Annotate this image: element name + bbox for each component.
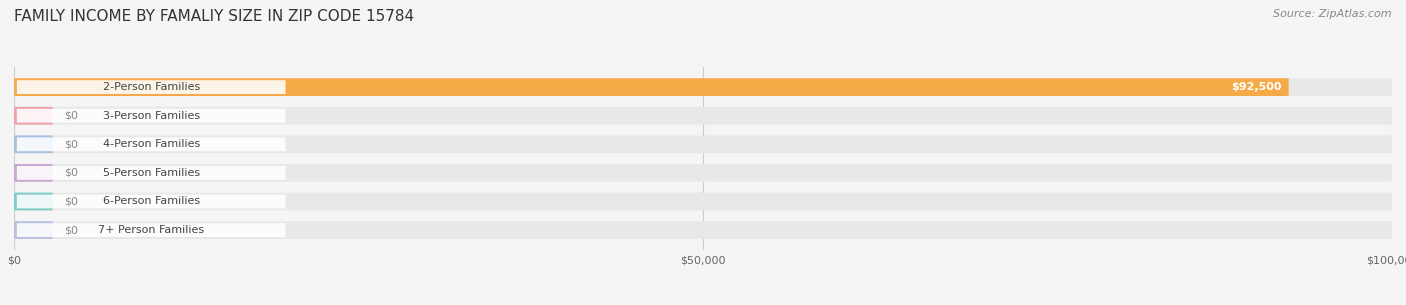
Text: 2-Person Families: 2-Person Families bbox=[103, 82, 200, 92]
Text: 7+ Person Families: 7+ Person Families bbox=[98, 225, 204, 235]
Text: Source: ZipAtlas.com: Source: ZipAtlas.com bbox=[1274, 9, 1392, 19]
FancyBboxPatch shape bbox=[17, 109, 285, 123]
FancyBboxPatch shape bbox=[14, 78, 1289, 96]
Text: $0: $0 bbox=[63, 225, 77, 235]
Text: 6-Person Families: 6-Person Families bbox=[103, 196, 200, 206]
FancyBboxPatch shape bbox=[14, 164, 1392, 182]
FancyBboxPatch shape bbox=[14, 135, 1392, 153]
FancyBboxPatch shape bbox=[14, 107, 52, 124]
Text: $92,500: $92,500 bbox=[1232, 82, 1282, 92]
Text: $0: $0 bbox=[63, 168, 77, 178]
FancyBboxPatch shape bbox=[14, 193, 52, 210]
Text: FAMILY INCOME BY FAMALIY SIZE IN ZIP CODE 15784: FAMILY INCOME BY FAMALIY SIZE IN ZIP COD… bbox=[14, 9, 415, 24]
Text: $0: $0 bbox=[63, 111, 77, 121]
Text: $0: $0 bbox=[63, 139, 77, 149]
FancyBboxPatch shape bbox=[14, 164, 52, 182]
Text: 3-Person Families: 3-Person Families bbox=[103, 111, 200, 121]
FancyBboxPatch shape bbox=[17, 137, 285, 151]
FancyBboxPatch shape bbox=[14, 78, 1392, 96]
Text: 5-Person Families: 5-Person Families bbox=[103, 168, 200, 178]
FancyBboxPatch shape bbox=[17, 80, 285, 94]
Text: $0: $0 bbox=[63, 196, 77, 206]
FancyBboxPatch shape bbox=[17, 195, 285, 208]
FancyBboxPatch shape bbox=[14, 221, 52, 239]
FancyBboxPatch shape bbox=[17, 166, 285, 180]
FancyBboxPatch shape bbox=[14, 221, 1392, 239]
Text: 4-Person Families: 4-Person Families bbox=[103, 139, 200, 149]
FancyBboxPatch shape bbox=[14, 107, 1392, 124]
FancyBboxPatch shape bbox=[14, 135, 52, 153]
FancyBboxPatch shape bbox=[17, 223, 285, 237]
FancyBboxPatch shape bbox=[14, 193, 1392, 210]
